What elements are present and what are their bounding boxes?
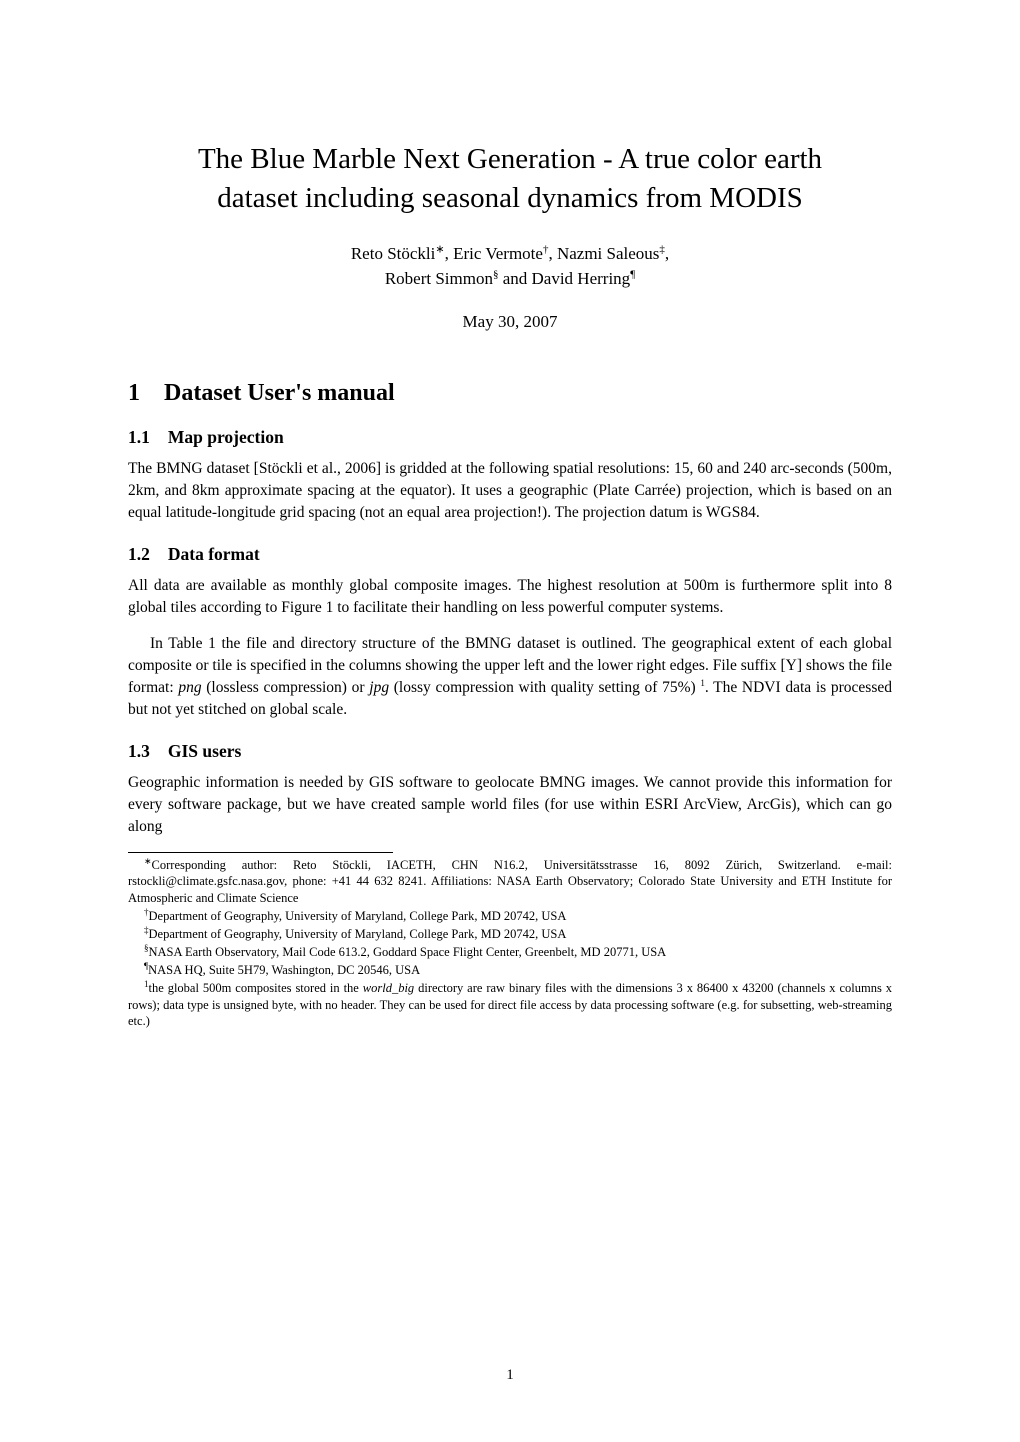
affil-mark-star: ∗ bbox=[435, 244, 444, 256]
author-sep: , bbox=[548, 244, 552, 263]
text-run: (lossless compression) or bbox=[202, 679, 370, 696]
footnote-pilcrow: ¶NASA HQ, Suite 5H79, Washington, DC 205… bbox=[128, 962, 892, 979]
subsection-number: 1.3 bbox=[128, 741, 150, 762]
subsection-title: GIS users bbox=[168, 741, 241, 761]
title-line-1: The Blue Marble Next Generation - A true… bbox=[198, 143, 822, 175]
author-1: Reto Stöckli bbox=[351, 244, 436, 263]
paragraph-1-1: The BMNG dataset [Stöckli et al., 2006] … bbox=[128, 458, 892, 524]
footnote-doubledagger: ‡Department of Geography, University of … bbox=[128, 926, 892, 943]
footnote-text: NASA HQ, Suite 5H79, Washington, DC 2054… bbox=[148, 963, 420, 977]
authors-block: Reto Stöckli∗, Eric Vermote†, Nazmi Sale… bbox=[128, 242, 892, 291]
italic-jpg: jpg bbox=[369, 679, 389, 696]
footnotes-block: ∗Corresponding author: Reto Stöckli, IAC… bbox=[128, 857, 892, 1031]
paragraph-1-2a: All data are available as monthly global… bbox=[128, 575, 892, 619]
paper-page: The Blue Marble Next Generation - A true… bbox=[0, 0, 1020, 1442]
author-2: Eric Vermote bbox=[453, 244, 543, 263]
section-heading-1: 1 Dataset User's manual bbox=[128, 380, 892, 407]
page-number: 1 bbox=[0, 1367, 1020, 1384]
footnote-text: Corresponding author: Reto Stöckli, IACE… bbox=[128, 858, 892, 906]
subsection-number: 1.1 bbox=[128, 427, 150, 448]
paper-title: The Blue Marble Next Generation - A true… bbox=[128, 140, 892, 218]
title-line-2: dataset including seasonal dynamics from… bbox=[217, 182, 803, 214]
section-title: Dataset User's manual bbox=[164, 380, 395, 406]
author-sep: , bbox=[665, 244, 669, 263]
subsection-heading-1-3: 1.3 GIS users bbox=[128, 741, 892, 762]
footnote-mark-star: ∗ bbox=[144, 855, 152, 865]
footnote-1: 1the global 500m composites stored in th… bbox=[128, 980, 892, 1031]
author-5: and David Herring bbox=[503, 269, 630, 288]
footnote-rule bbox=[128, 852, 393, 853]
text-run: (lossy compression with quality setting … bbox=[389, 679, 700, 696]
subsection-title: Map projection bbox=[168, 427, 284, 447]
author-4: Robert Simmon bbox=[385, 269, 493, 288]
subsection-title: Data format bbox=[168, 544, 260, 564]
footnote-text: Department of Geography, University of M… bbox=[149, 909, 567, 923]
author-sep: , bbox=[445, 244, 449, 263]
affil-mark-section: § bbox=[493, 268, 499, 280]
italic-world-big: world_big bbox=[363, 981, 414, 995]
footnote-text: NASA Earth Observatory, Mail Code 613.2,… bbox=[149, 945, 667, 959]
section-number: 1 bbox=[128, 380, 140, 407]
italic-png: png bbox=[178, 679, 201, 696]
subsection-number: 1.2 bbox=[128, 544, 150, 565]
paragraph-1-2b: In Table 1 the file and directory struct… bbox=[128, 633, 892, 721]
subsection-heading-1-2: 1.2 Data format bbox=[128, 544, 892, 565]
paragraph-1-3: Geographic information is needed by GIS … bbox=[128, 772, 892, 838]
affil-mark-pilcrow: ¶ bbox=[630, 268, 635, 280]
footnote-star: ∗Corresponding author: Reto Stöckli, IAC… bbox=[128, 857, 892, 908]
footnote-text: the global 500m composites stored in the bbox=[149, 981, 363, 995]
footnote-text: Department of Geography, University of M… bbox=[149, 927, 567, 941]
footnote-section: §NASA Earth Observatory, Mail Code 613.2… bbox=[128, 944, 892, 961]
footnote-dagger: †Department of Geography, University of … bbox=[128, 908, 892, 925]
paper-date: May 30, 2007 bbox=[128, 312, 892, 332]
author-3: Nazmi Saleous bbox=[557, 244, 659, 263]
subsection-heading-1-1: 1.1 Map projection bbox=[128, 427, 892, 448]
